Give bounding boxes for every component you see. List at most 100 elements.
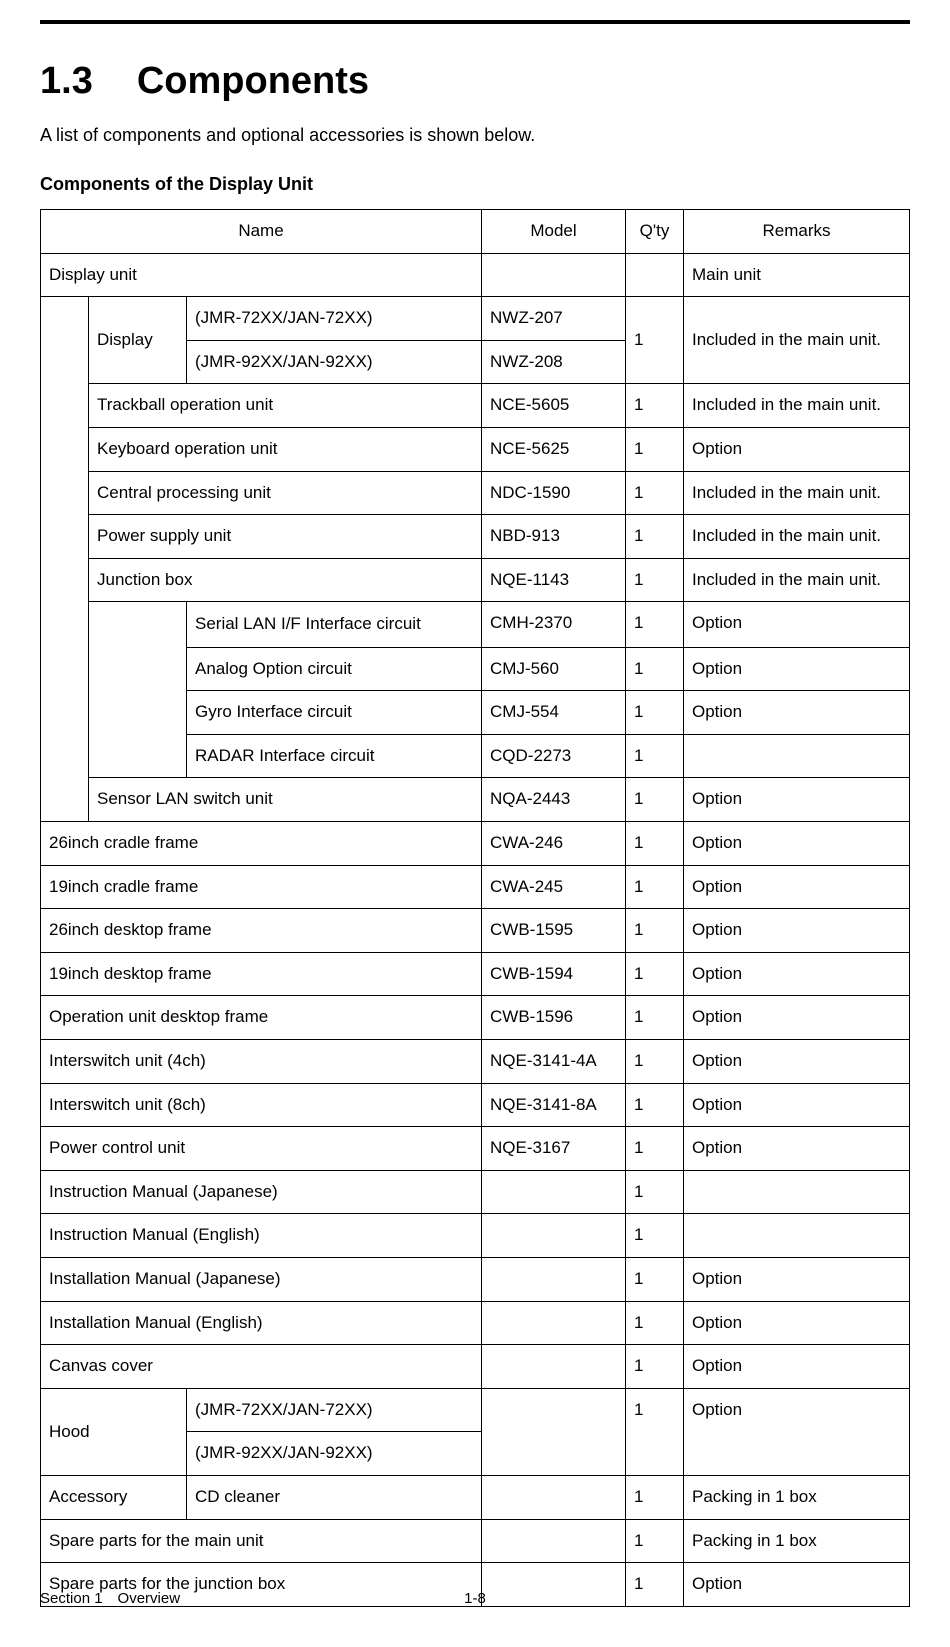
- cell-model: NQE-1143: [482, 558, 626, 602]
- cell-name: Power control unit: [41, 1127, 482, 1171]
- intro-text: A list of components and optional access…: [40, 125, 910, 146]
- table-row: 19inch desktop frame CWB-1594 1 Option: [41, 952, 910, 996]
- cell-model: NDC-1590: [482, 471, 626, 515]
- cell-qty: 1: [626, 471, 684, 515]
- cell-name: Installation Manual (English): [41, 1301, 482, 1345]
- table-row: Serial LAN I/F Interface circuit CMH-237…: [41, 602, 910, 647]
- section-heading: 1.3 Components: [40, 60, 910, 103]
- cell-qty: 1: [626, 691, 684, 735]
- cell-name: Hood: [41, 1388, 187, 1475]
- table-row: Trackball operation unit NCE-5605 1 Incl…: [41, 384, 910, 428]
- cell-qty: 1: [626, 1039, 684, 1083]
- cell-qty: 1: [626, 647, 684, 691]
- col-header-model: Model: [482, 210, 626, 254]
- col-header-remarks: Remarks: [684, 210, 910, 254]
- cell-remarks: Packing in 1 box: [684, 1475, 910, 1519]
- cell-remarks: Option: [684, 1127, 910, 1171]
- cell-name: Canvas cover: [41, 1345, 482, 1389]
- cell-remarks: Included in the main unit.: [684, 297, 910, 384]
- cell-model: [482, 1214, 626, 1258]
- cell-name: 19inch desktop frame: [41, 952, 482, 996]
- cell-qty: 1: [626, 384, 684, 428]
- heading-title: Components: [137, 60, 369, 102]
- cell-qty: 1: [626, 515, 684, 559]
- col-header-qty: Q'ty: [626, 210, 684, 254]
- cell-qty: 1: [626, 734, 684, 778]
- cell-name: Interswitch unit (4ch): [41, 1039, 482, 1083]
- cell-qty: 1: [626, 1345, 684, 1389]
- cell-remarks: Option: [684, 822, 910, 866]
- cell-remarks: Main unit: [684, 253, 910, 297]
- table-row: Instruction Manual (Japanese) 1: [41, 1170, 910, 1214]
- cell-model: NWZ-208: [482, 340, 626, 384]
- cell-remarks: Included in the main unit.: [684, 515, 910, 559]
- cell-name: Serial LAN I/F Interface circuit: [187, 602, 482, 647]
- cell-name: 26inch cradle frame: [41, 822, 482, 866]
- cell-name: RADAR Interface circuit: [187, 734, 482, 778]
- cell-remarks: Option: [684, 1301, 910, 1345]
- cell-name: Operation unit desktop frame: [41, 996, 482, 1040]
- cell-remarks: Option: [684, 909, 910, 953]
- cell-remarks: [684, 1214, 910, 1258]
- footer-section: Section 1 Overview: [40, 1590, 180, 1607]
- cell-name: Interswitch unit (8ch): [41, 1083, 482, 1127]
- cell-remarks: Included in the main unit.: [684, 558, 910, 602]
- table-row: Display (JMR-72XX/JAN-72XX) NWZ-207 1 In…: [41, 297, 910, 341]
- cell-model: CQD-2273: [482, 734, 626, 778]
- cell-remarks: Option: [684, 1345, 910, 1389]
- cell-model: CMJ-554: [482, 691, 626, 735]
- cell-model: [482, 1475, 626, 1519]
- col-header-name: Name: [41, 210, 482, 254]
- cell-name: Spare parts for the main unit: [41, 1519, 482, 1563]
- cell-model: NQE-3141-8A: [482, 1083, 626, 1127]
- cell-name: Central processing unit: [89, 471, 482, 515]
- cell-qty: 1: [626, 778, 684, 822]
- cell-name: Power supply unit: [89, 515, 482, 559]
- cell-name: Junction box: [89, 558, 482, 602]
- cell-remarks: Option: [684, 865, 910, 909]
- cell-remarks: Option: [684, 778, 910, 822]
- table-row: Keyboard operation unit NCE-5625 1 Optio…: [41, 427, 910, 471]
- table-row: Power control unit NQE-3167 1 Option: [41, 1127, 910, 1171]
- table-row: Interswitch unit (8ch) NQE-3141-8A 1 Opt…: [41, 1083, 910, 1127]
- footer: Section 1 Overview 1-8: [40, 1590, 910, 1607]
- cell-name: Keyboard operation unit: [89, 427, 482, 471]
- cell-name: Sensor LAN switch unit: [89, 778, 482, 822]
- top-rule: [40, 20, 910, 24]
- cell-name: 26inch desktop frame: [41, 909, 482, 953]
- cell-remarks: Option: [684, 691, 910, 735]
- cell-remarks: Included in the main unit.: [684, 471, 910, 515]
- cell-model: NWZ-207: [482, 297, 626, 341]
- heading-number: 1.3: [40, 60, 93, 102]
- cell-model: CWB-1594: [482, 952, 626, 996]
- cell-qty: 1: [626, 996, 684, 1040]
- cell-qty: 1: [626, 865, 684, 909]
- cell-name: Accessory: [41, 1475, 187, 1519]
- cell-name: Display: [89, 297, 187, 384]
- cell-remarks: Option: [684, 427, 910, 471]
- cell-model: NQE-3141-4A: [482, 1039, 626, 1083]
- cell-qty: 1: [626, 1388, 684, 1475]
- cell-name: Analog Option circuit: [187, 647, 482, 691]
- cell-qty: 1: [626, 1301, 684, 1345]
- cell-variant: (JMR-92XX/JAN-92XX): [187, 340, 482, 384]
- cell-model: [482, 1388, 626, 1475]
- cell-variant: (JMR-72XX/JAN-72XX): [187, 297, 482, 341]
- cell-remarks: Option: [684, 952, 910, 996]
- cell-model: [482, 1301, 626, 1345]
- cell-qty: 1: [626, 1214, 684, 1258]
- cell-qty: 1: [626, 909, 684, 953]
- cell-model: CMJ-560: [482, 647, 626, 691]
- cell-remarks: Option: [684, 1257, 910, 1301]
- cell-model: [482, 1519, 626, 1563]
- cell-variant: (JMR-72XX/JAN-72XX): [187, 1388, 482, 1432]
- cell-name: Instruction Manual (Japanese): [41, 1170, 482, 1214]
- cell-model: CWA-246: [482, 822, 626, 866]
- table-row: Central processing unit NDC-1590 1 Inclu…: [41, 471, 910, 515]
- cell-remarks: Packing in 1 box: [684, 1519, 910, 1563]
- cell-model: NQE-3167: [482, 1127, 626, 1171]
- cell-model: CWA-245: [482, 865, 626, 909]
- cell-variant: (JMR-92XX/JAN-92XX): [187, 1432, 482, 1476]
- table-row: Display unit Main unit: [41, 253, 910, 297]
- cell-model: CWB-1596: [482, 996, 626, 1040]
